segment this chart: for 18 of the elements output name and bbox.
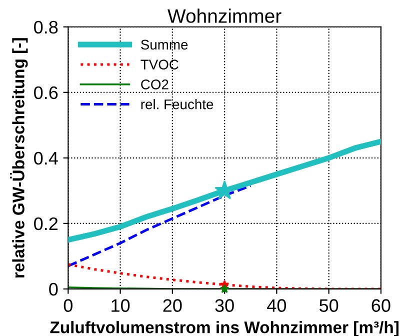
y-tick-label: 0.4 <box>34 152 58 165</box>
y-tick-label: 0 <box>49 282 58 296</box>
legend-label: Summe <box>141 40 188 50</box>
y-tick-label: 0.8 <box>34 20 58 34</box>
x-tick-label: 10 <box>112 299 130 312</box>
legend-label: CO2 <box>141 80 168 90</box>
legend-label: rel. Feuchte <box>141 99 214 110</box>
y-tick-label: 0.2 <box>34 217 58 230</box>
x-tick-label: 60 <box>372 299 390 312</box>
x-tick-label: 30 <box>215 299 234 312</box>
x-tick-label: 40 <box>267 299 286 312</box>
x-tick-label: 20 <box>163 299 182 312</box>
x-tick-label: 50 <box>320 299 338 312</box>
y-tick-label: 0.6 <box>34 86 58 100</box>
legend-label: TVOC <box>140 60 178 70</box>
x-tick-label: 0 <box>64 299 72 312</box>
y-axis-title: relative GW-Überschreitung [-] <box>10 38 28 278</box>
chart-title: Wohnzimmer <box>168 8 282 23</box>
